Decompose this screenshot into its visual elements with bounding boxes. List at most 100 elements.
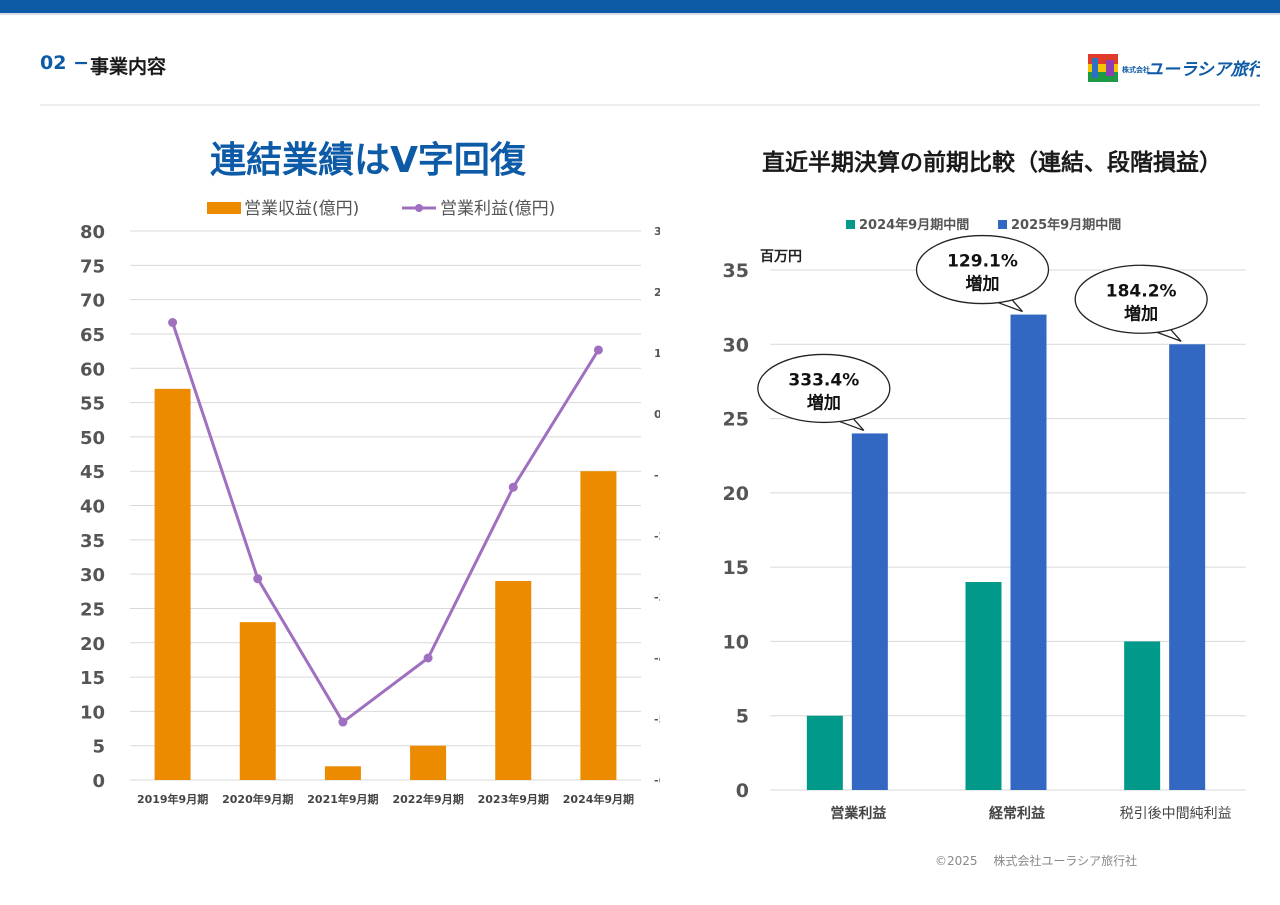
callout-percent: 129.1% <box>947 252 1018 272</box>
section-title: 事業内容 <box>90 56 167 78</box>
legend-label-2025: 2025年9月期中間 <box>1011 217 1121 233</box>
chart-title: 直近半期決算の前期比較（連結、段階損益） <box>762 149 1222 176</box>
y-tick-label: 55 <box>80 394 105 415</box>
revenue-bar <box>410 745 447 780</box>
legend-label-profit: 営業利益(億円) <box>440 199 555 219</box>
profit-point <box>593 345 603 355</box>
revenue-bar <box>580 471 617 780</box>
y-tick-label: 75 <box>80 256 105 277</box>
logo-text: ユーラシア旅行社 <box>1146 60 1260 80</box>
bar-2025 <box>851 433 888 790</box>
legend-swatch-2025 <box>998 220 1007 229</box>
callout-ellipse <box>757 353 891 424</box>
y-tick-label: 25 <box>80 599 105 620</box>
callout-label: 増加 <box>807 392 841 413</box>
y-tick-label: 25 <box>723 409 749 431</box>
y2-tick-label: -5.0 <box>654 713 660 726</box>
y2-tick-label: 2.0 <box>654 286 660 299</box>
y-tick-label: 0 <box>736 780 749 802</box>
revenue-bar <box>495 580 532 780</box>
logo-badge: 株式会社 <box>1122 65 1150 74</box>
section-number: 02 − <box>40 52 89 74</box>
company-logo: 株式会社 ユーラシア旅行社 <box>1088 52 1280 84</box>
callout-label: 増加 <box>1124 303 1158 324</box>
profit-point <box>423 653 433 663</box>
revenue-bar <box>154 388 191 780</box>
profit-point <box>338 717 348 727</box>
revenue-bar <box>239 622 276 780</box>
legend-swatch-revenue <box>207 202 241 214</box>
y-tick-label: 20 <box>80 634 105 655</box>
y-tick-label: 35 <box>80 531 105 552</box>
legend-swatch-2024 <box>846 220 855 229</box>
x-tick-label: 税引後中間純利益 <box>1120 806 1232 822</box>
copyright-text: ©2025 株式会社ユーラシア旅行社 <box>935 854 1138 868</box>
half-year-comparison-chart: 直近半期決算の前期比較（連結、段階損益） 2024年9月期中間 2025年9月期中間… <box>723 149 1246 822</box>
callout-tail-join <box>827 408 846 415</box>
bar-2025 <box>1010 314 1047 790</box>
y2-tick-label: -6.0 <box>654 774 660 787</box>
callout-label: 増加 <box>966 274 1000 295</box>
callout-bubble <box>1074 264 1208 342</box>
x-tick-label: 2020年9月期 <box>222 792 293 806</box>
legend-swatch-profit-marker <box>415 204 423 212</box>
profit-point <box>253 574 263 584</box>
x-tick-label: 営業利益 <box>830 805 886 822</box>
bar-2024 <box>965 582 1002 790</box>
y-tick-label: 50 <box>80 428 105 449</box>
bar-2025 <box>1169 344 1206 790</box>
y2-tick-label: -3.0 <box>654 591 660 604</box>
bar-2024 <box>806 715 843 790</box>
y-tick-label: 20 <box>723 483 749 505</box>
y-tick-label: 70 <box>80 291 105 312</box>
y2-tick-label: 1.0 <box>654 347 660 360</box>
callout-tail-join <box>1145 319 1164 326</box>
y-tick-label: 15 <box>80 668 105 689</box>
y-tick-label: 40 <box>80 497 105 518</box>
y-tick-label: 45 <box>80 462 105 483</box>
y-tick-label: 15 <box>723 557 749 579</box>
top-accent-underline <box>0 13 1280 15</box>
y-tick-label: 80 <box>80 222 105 243</box>
y-tick-label: 5 <box>92 737 105 758</box>
y-tick-label: 10 <box>80 702 105 723</box>
profit-point <box>168 318 178 327</box>
y-tick-label: 35 <box>723 260 749 282</box>
legend-label-revenue: 営業収益(億円) <box>244 199 359 219</box>
top-accent-bar <box>0 0 1280 13</box>
callout-percent: 184.2% <box>1106 281 1177 301</box>
x-tick-label: 2024年9月期 <box>563 792 634 806</box>
callout-bubble <box>757 353 891 432</box>
header-divider <box>40 104 1260 106</box>
callout-ellipse <box>1074 264 1208 334</box>
section-dash: − <box>73 52 89 74</box>
callout-bubble <box>915 234 1050 313</box>
callout-ellipse <box>915 234 1050 305</box>
profit-point <box>508 482 518 492</box>
y-tick-label: 0 <box>92 771 105 792</box>
y-tick-label: 5 <box>736 706 749 728</box>
y-axis-unit: 百万円 <box>760 249 802 265</box>
callout-tail-join <box>986 289 1005 296</box>
y2-tick-label: -2.0 <box>654 530 660 543</box>
profit-line <box>171 322 600 725</box>
x-tick-label: 2022年9月期 <box>392 792 463 806</box>
y-tick-label: 60 <box>80 359 105 380</box>
y-tick-label: 10 <box>723 631 749 653</box>
bar-2024 <box>1124 641 1161 790</box>
legend-label-2024: 2024年9月期中間 <box>859 217 969 233</box>
x-tick-label: 2023年9月期 <box>478 792 549 806</box>
x-tick-label: 2019年9月期 <box>137 792 208 806</box>
chart-title: 連結業績はV字回復 <box>210 140 527 181</box>
y-tick-label: 30 <box>80 565 105 586</box>
y-tick-label: 30 <box>723 334 749 356</box>
y-tick-label: 65 <box>80 325 105 346</box>
y2-tick-label: -1.0 <box>654 469 660 482</box>
revenue-bar <box>324 766 361 780</box>
x-tick-label: 経常利益 <box>989 805 1045 822</box>
y2-tick-label: 3.0 <box>654 225 660 238</box>
y2-tick-label: -4.0 <box>654 652 660 665</box>
y2-tick-label: 0.0 <box>654 408 660 421</box>
callout-percent: 333.4% <box>788 370 859 390</box>
